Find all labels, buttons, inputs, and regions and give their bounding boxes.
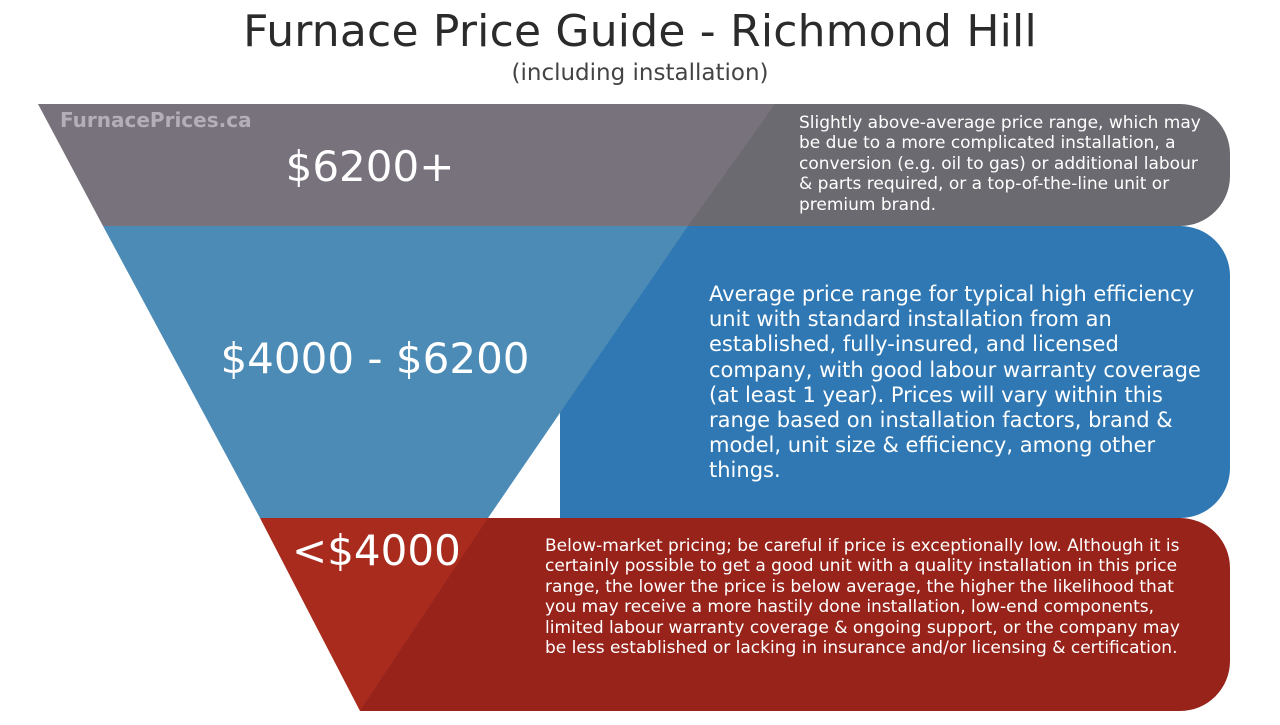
tier-mid-band [560,226,1230,518]
watermark-logo: FurnacePrices.ca [60,108,252,132]
tier-low-funnel [260,518,488,711]
tier-low-price: <$4000 [292,526,461,575]
tier-top-band [640,104,1230,226]
page-title: Furnace Price Guide - Richmond Hill [243,6,1037,57]
tier-top-description: Slightly above-average price range, whic… [799,113,1201,215]
tier-top-price: $6200+ [285,142,455,191]
page-subtitle: (including installation) [511,60,769,86]
tier-mid-price: $4000 - $6200 [220,334,530,383]
tier-top-funnel [38,104,775,226]
tier-low-description: Below-market pricing; be careful if pric… [545,536,1180,658]
tier-mid-funnel [103,226,688,518]
tier-low-band [360,518,1230,711]
tier-mid-description: Average price range for typical high eff… [709,282,1201,483]
